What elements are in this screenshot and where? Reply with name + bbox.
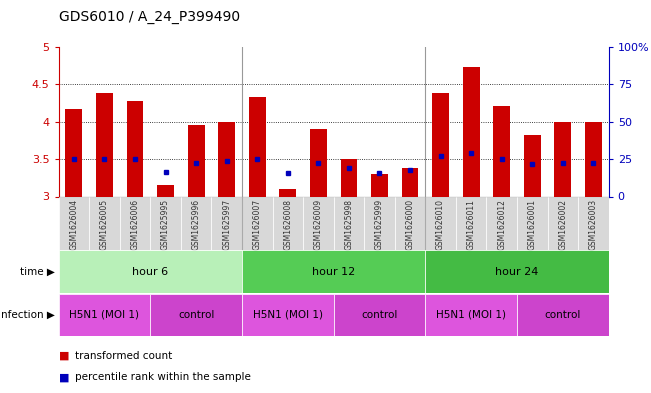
Bar xyxy=(212,196,242,250)
Bar xyxy=(59,250,242,293)
Bar xyxy=(486,196,517,250)
Text: GSM1626001: GSM1626001 xyxy=(528,199,537,250)
Bar xyxy=(364,196,395,250)
Text: percentile rank within the sample: percentile rank within the sample xyxy=(75,372,251,382)
Bar xyxy=(150,294,242,336)
Bar xyxy=(547,196,578,250)
Text: GSM1626002: GSM1626002 xyxy=(559,199,567,250)
Bar xyxy=(334,196,364,250)
Bar xyxy=(395,196,425,250)
Text: GSM1625997: GSM1625997 xyxy=(222,199,231,250)
Text: ■: ■ xyxy=(59,372,69,382)
Text: control: control xyxy=(361,310,398,320)
Text: GSM1625996: GSM1625996 xyxy=(191,199,201,250)
Text: control: control xyxy=(178,310,214,320)
Text: infection ▶: infection ▶ xyxy=(0,310,55,320)
Bar xyxy=(371,174,388,196)
Bar xyxy=(181,196,212,250)
Text: GSM1626000: GSM1626000 xyxy=(406,199,415,250)
Bar xyxy=(66,109,82,196)
Bar xyxy=(249,97,266,196)
Text: GSM1626011: GSM1626011 xyxy=(467,199,476,250)
Text: GSM1626005: GSM1626005 xyxy=(100,199,109,250)
Text: time ▶: time ▶ xyxy=(20,266,55,277)
Bar xyxy=(334,294,425,336)
Text: H5N1 (MOI 1): H5N1 (MOI 1) xyxy=(436,310,506,320)
Bar xyxy=(59,196,89,250)
Bar xyxy=(242,196,273,250)
Bar xyxy=(585,122,602,196)
Bar xyxy=(157,185,174,196)
Bar xyxy=(242,294,334,336)
Text: GSM1626010: GSM1626010 xyxy=(436,199,445,250)
Bar xyxy=(310,129,327,196)
Text: GSM1625995: GSM1625995 xyxy=(161,199,170,250)
Text: GSM1626006: GSM1626006 xyxy=(130,199,139,250)
Text: GSM1625998: GSM1625998 xyxy=(344,199,353,250)
Bar xyxy=(463,67,480,196)
Bar xyxy=(425,294,517,336)
Text: hour 6: hour 6 xyxy=(132,266,169,277)
Bar xyxy=(555,122,571,196)
Text: transformed count: transformed count xyxy=(75,351,172,361)
Bar xyxy=(150,196,181,250)
Text: GDS6010 / A_24_P399490: GDS6010 / A_24_P399490 xyxy=(59,9,240,24)
Bar xyxy=(303,196,334,250)
Bar xyxy=(120,196,150,250)
Bar xyxy=(517,294,609,336)
Text: GSM1626008: GSM1626008 xyxy=(283,199,292,250)
Bar xyxy=(425,250,609,293)
Bar xyxy=(493,106,510,196)
Text: H5N1 (MOI 1): H5N1 (MOI 1) xyxy=(70,310,139,320)
Bar xyxy=(126,101,143,196)
Bar xyxy=(524,135,541,196)
Bar xyxy=(96,93,113,196)
Bar xyxy=(340,159,357,196)
Bar xyxy=(432,93,449,196)
Bar xyxy=(456,196,486,250)
Bar xyxy=(242,250,425,293)
Text: control: control xyxy=(545,310,581,320)
Text: GSM1626003: GSM1626003 xyxy=(589,199,598,250)
Text: GSM1626004: GSM1626004 xyxy=(70,199,78,250)
Text: hour 12: hour 12 xyxy=(312,266,355,277)
Bar xyxy=(59,294,150,336)
Bar xyxy=(218,122,235,196)
Bar xyxy=(402,168,419,196)
Bar xyxy=(89,196,120,250)
Bar xyxy=(578,196,609,250)
Text: GSM1625999: GSM1625999 xyxy=(375,199,384,250)
Bar xyxy=(273,196,303,250)
Text: GSM1626012: GSM1626012 xyxy=(497,199,506,250)
Text: GSM1626009: GSM1626009 xyxy=(314,199,323,250)
Bar xyxy=(279,189,296,196)
Text: hour 24: hour 24 xyxy=(495,266,538,277)
Text: H5N1 (MOI 1): H5N1 (MOI 1) xyxy=(253,310,323,320)
Bar xyxy=(517,196,547,250)
Bar xyxy=(425,196,456,250)
Text: ■: ■ xyxy=(59,351,69,361)
Text: GSM1626007: GSM1626007 xyxy=(253,199,262,250)
Bar xyxy=(187,125,204,196)
